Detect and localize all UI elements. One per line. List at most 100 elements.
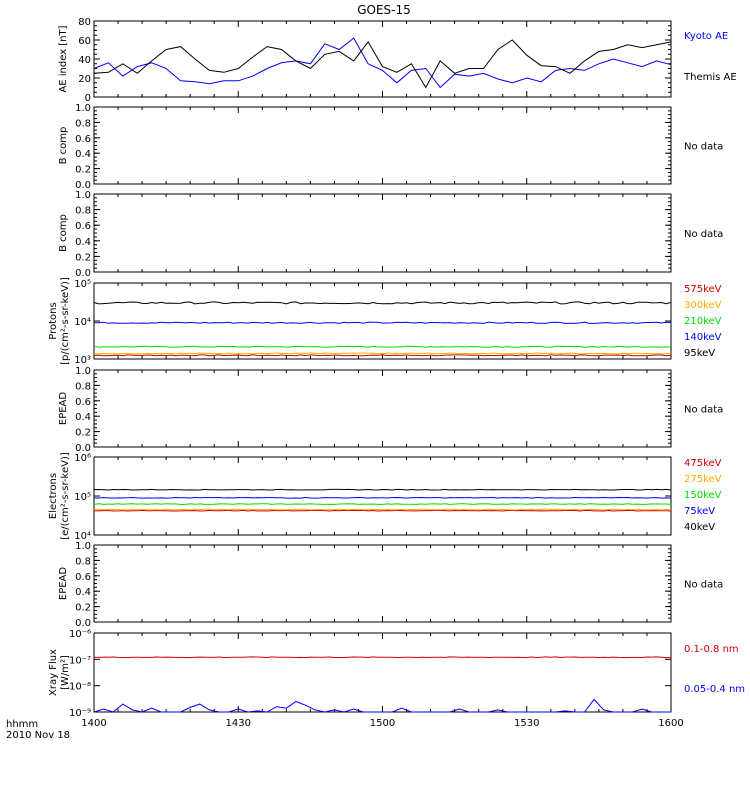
y-axis-label: AE index [nT] — [58, 25, 69, 92]
series-line-150kev — [93, 503, 672, 505]
y-axis-label: B comp — [58, 214, 69, 252]
y-tick-label: 10⁻⁷ — [69, 655, 91, 666]
y-tick-label: 10⁻⁶ — [69, 629, 91, 640]
y-tick-label: 0.8 — [75, 381, 91, 392]
panel-frame — [93, 456, 672, 536]
y-axis-label: Protons — [48, 302, 59, 339]
legend-entry: Themis AE — [683, 72, 737, 83]
panel-8 — [93, 632, 672, 713]
y-tick-label: 0.0 — [75, 618, 91, 629]
y-tick-label: 0.8 — [75, 118, 91, 129]
x-corner-label-date: 2010 Nov 18 — [6, 730, 70, 741]
series-line-themis-ae — [93, 39, 672, 89]
x-tick-label: 1530 — [514, 718, 539, 729]
panel-frame — [93, 544, 672, 623]
series-line-kyoto-ae — [93, 37, 672, 89]
y-axis-label: B comp — [58, 127, 69, 165]
panel-frame — [93, 20, 672, 98]
y-axis-label: Electrons — [48, 473, 59, 519]
y-tick-label: 80 — [78, 17, 91, 28]
y-tick-label: 1.0 — [75, 190, 91, 201]
series-line-475kev — [94, 509, 672, 512]
y-tick-label: 0.6 — [75, 397, 91, 408]
y-axis-unit-label: [W/m²] — [60, 655, 71, 690]
series-line-300kev — [93, 352, 672, 355]
legend-entry: 40keV — [684, 522, 715, 533]
y-tick-label: 0.2 — [75, 428, 91, 439]
y-axis-label: Xray Flux — [48, 649, 59, 696]
y-tick-label: 10⁴ — [74, 317, 91, 328]
y-tick-label: 0 — [85, 93, 91, 104]
legend-entry: 0.05-0.4 nm — [684, 684, 745, 695]
y-tick-label: 0.2 — [75, 252, 91, 263]
series-line-275kev — [93, 508, 672, 511]
legend-entry: 95keV — [684, 348, 715, 359]
panel-frame — [93, 369, 672, 448]
y-tick-label: 0.4 — [75, 412, 91, 423]
series-line-95kev — [93, 301, 672, 305]
y-tick-label: 10⁶ — [74, 453, 91, 464]
x-tick-label: 1400 — [81, 718, 106, 729]
legend-entry: 475keV — [684, 458, 722, 469]
x-corner-label-hhmm: hhmm — [6, 719, 38, 730]
y-tick-label: 1.0 — [75, 366, 91, 377]
panel-frame — [93, 193, 672, 273]
panel-7 — [93, 544, 672, 623]
y-tick-label: 0.2 — [75, 603, 91, 614]
y-tick-label: 10⁴ — [74, 531, 91, 542]
y-axis-unit-label: [p/(cm²-s-sr-keV)] — [60, 277, 71, 365]
y-tick-label: 0.6 — [75, 221, 91, 232]
y-tick-label: 1.0 — [75, 541, 91, 552]
no-data-label: No data — [684, 580, 723, 591]
panel-2 — [93, 106, 672, 185]
legend-entry: 140keV — [684, 332, 722, 343]
plot-title: GOES-15 — [357, 3, 411, 17]
y-tick-label: 0.4 — [75, 237, 91, 248]
y-tick-label: 60 — [78, 36, 91, 47]
legend-entry: 300keV — [684, 300, 722, 311]
y-tick-label: 0.0 — [75, 443, 91, 454]
y-tick-label: 0.0 — [75, 268, 91, 279]
x-tick-label: 1430 — [226, 718, 251, 729]
panel-5 — [93, 369, 672, 448]
y-tick-label: 10⁻⁸ — [69, 682, 91, 693]
legend-entry: 210keV — [684, 316, 722, 327]
y-tick-label: 0.6 — [75, 572, 91, 583]
series-line-0-05-0-4-nm — [93, 698, 671, 713]
y-tick-label: 0.4 — [75, 149, 91, 160]
series-line-140kev — [94, 321, 672, 324]
x-tick-label: 1500 — [370, 718, 395, 729]
y-tick-label: 0.8 — [75, 206, 91, 217]
no-data-label: No data — [684, 229, 723, 240]
series-line-0-1-0-8-nm — [93, 656, 672, 659]
panel-6 — [93, 456, 672, 536]
series-line-40kev — [93, 488, 672, 491]
legend-entry: 275keV — [684, 474, 722, 485]
y-tick-label: 40 — [78, 55, 91, 66]
series-line-575kev — [94, 354, 672, 357]
legend-entry: Kyoto AE — [684, 31, 728, 42]
panel-4 — [93, 282, 672, 360]
y-axis-label: EPEAD — [58, 567, 69, 601]
y-tick-label: 10⁵ — [74, 492, 91, 503]
x-tick-label: 1600 — [658, 718, 683, 729]
y-tick-label: 0.0 — [75, 180, 91, 191]
y-axis-unit-label: [e/(cm²-s-sr-keV)] — [60, 452, 71, 540]
panel-frame — [93, 632, 672, 713]
y-tick-label: 10⁵ — [74, 279, 91, 290]
legend-entry: 150keV — [684, 490, 722, 501]
y-axis-label: EPEAD — [58, 392, 69, 426]
y-tick-label: 0.8 — [75, 556, 91, 567]
y-tick-label: 10⁻⁹ — [69, 708, 91, 719]
series-line-210kev — [93, 345, 672, 348]
panel-1 — [93, 20, 672, 98]
series-line-75kev — [93, 496, 672, 499]
legend-entry: 0.1-0.8 nm — [684, 644, 739, 655]
y-tick-label: 10³ — [74, 355, 91, 366]
no-data-label: No data — [684, 405, 723, 416]
legend-entry: 575keV — [684, 284, 722, 295]
y-tick-label: 0.6 — [75, 134, 91, 145]
legend-entry: 75keV — [684, 506, 715, 517]
y-tick-label: 20 — [78, 74, 91, 85]
